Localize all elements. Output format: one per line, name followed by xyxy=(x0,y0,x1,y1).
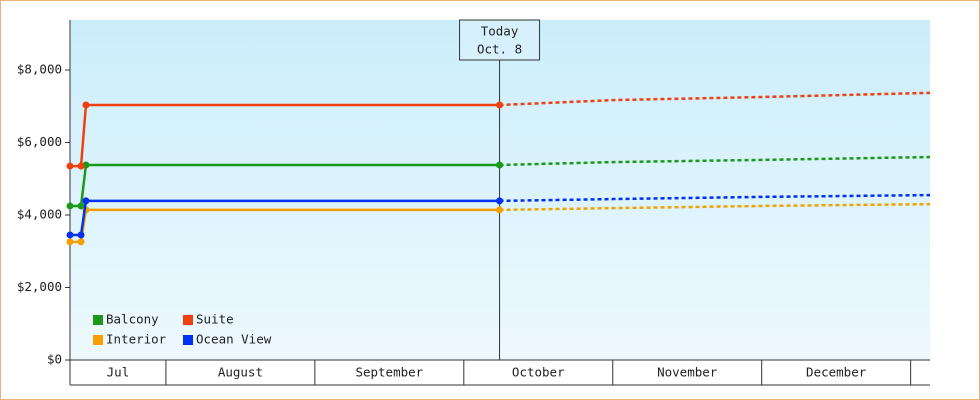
x-tick-label: December xyxy=(806,365,867,380)
point xyxy=(77,238,85,246)
x-tick-label: August xyxy=(218,365,263,380)
forecast-line xyxy=(499,202,931,212)
forecast-line xyxy=(499,193,931,203)
point xyxy=(82,101,90,109)
y-tick-label: $8,000 xyxy=(17,62,62,77)
point xyxy=(77,202,85,210)
today-box xyxy=(459,19,541,61)
legend-label: Interior xyxy=(106,332,167,347)
legend-swatch xyxy=(93,315,103,325)
today-date: Oct. 8 xyxy=(477,42,522,57)
point xyxy=(66,231,74,239)
y-tick-label: $0 xyxy=(47,352,62,367)
y-tick-label: $4,000 xyxy=(17,207,62,222)
point xyxy=(66,162,74,170)
forecast-line xyxy=(499,155,931,167)
point xyxy=(66,202,74,210)
legend-swatch xyxy=(183,335,193,345)
point xyxy=(66,238,74,246)
legend-swatch xyxy=(183,315,193,325)
series-line xyxy=(70,163,500,208)
x-tick-label: October xyxy=(512,365,565,380)
today-label: Today xyxy=(481,24,519,39)
y-tick-label: $6,000 xyxy=(17,134,62,149)
point xyxy=(77,162,85,170)
legend-label: Ocean View xyxy=(196,332,272,347)
series-line xyxy=(70,199,500,237)
legend-swatch xyxy=(93,335,103,345)
point xyxy=(82,197,90,205)
forecast-line xyxy=(499,91,931,107)
x-tick-label: Jul xyxy=(107,365,130,380)
point xyxy=(77,231,85,239)
point xyxy=(496,161,504,169)
point xyxy=(496,197,504,205)
legend-label: Balcony xyxy=(106,312,159,327)
y-tick-label: $2,000 xyxy=(17,279,62,294)
x-tick-label: November xyxy=(657,365,718,380)
legend-label: Suite xyxy=(196,312,234,327)
point xyxy=(496,101,504,109)
point xyxy=(496,206,504,214)
x-tick-label: September xyxy=(355,365,423,380)
series-line xyxy=(70,103,500,168)
